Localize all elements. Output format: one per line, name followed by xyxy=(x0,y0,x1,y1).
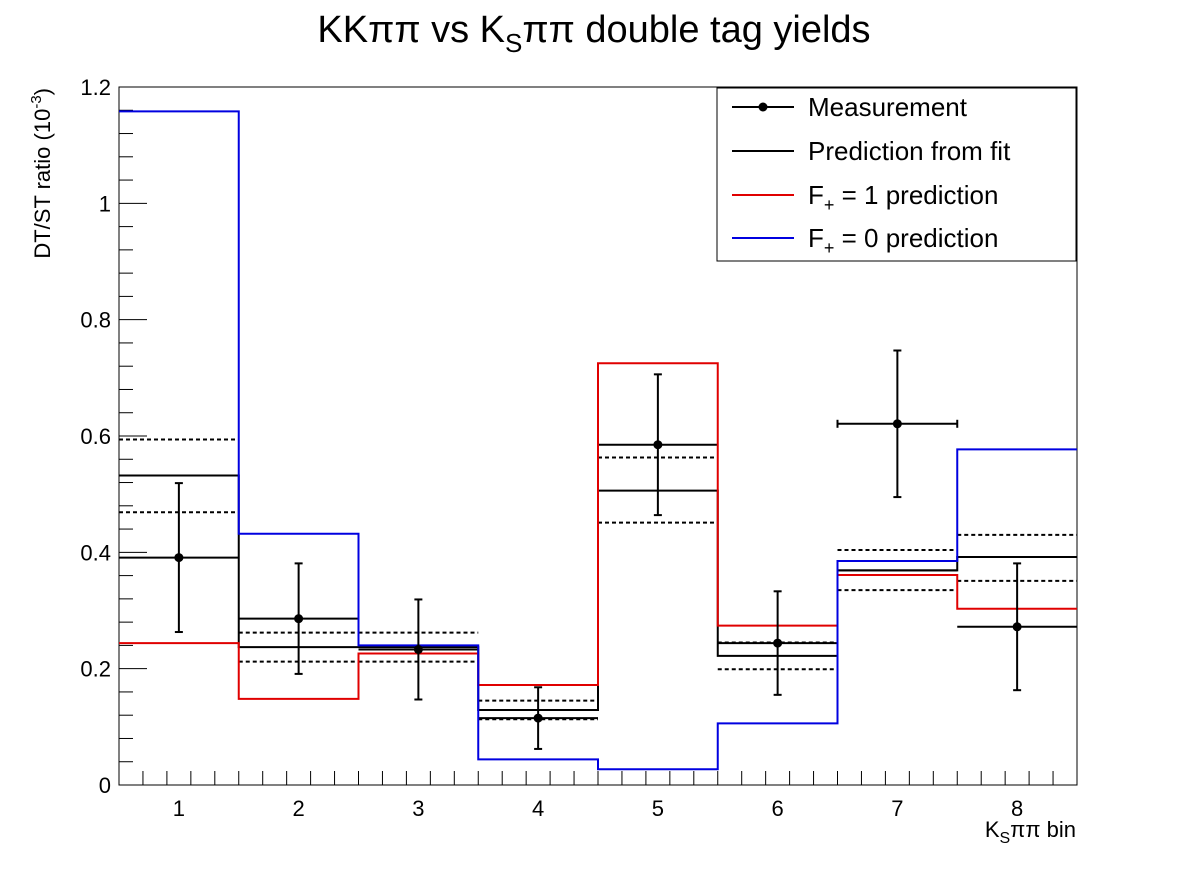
step-line xyxy=(119,362,1077,700)
legend-label: Measurement xyxy=(808,92,968,122)
chart-title-sub: S xyxy=(505,28,522,58)
x-tick-label: 1 xyxy=(173,796,185,821)
x-axis-label-sub: S xyxy=(1000,830,1011,847)
chart-title-post: ππ double tag yields xyxy=(522,9,870,51)
x-axis-label: KSππ bin xyxy=(985,817,1076,847)
x-tick-label: 2 xyxy=(293,796,305,821)
x-tick-label: 5 xyxy=(652,796,664,821)
y-axis-label-sup: -3 xyxy=(28,95,45,108)
x-tick-label: 8 xyxy=(1011,796,1023,821)
data-point xyxy=(174,553,184,563)
y-tick-label: 0.2 xyxy=(80,657,111,682)
legend-label: F+ = 1 prediction xyxy=(808,180,998,215)
data-point xyxy=(653,440,663,450)
data-point xyxy=(533,713,543,723)
y-tick-label: 0.6 xyxy=(80,424,111,449)
x-tick-label: 7 xyxy=(891,796,903,821)
y-axis-label-pre: DT/ST ratio (10 xyxy=(30,109,55,259)
x-tick-label: 3 xyxy=(412,796,424,821)
data-point xyxy=(294,614,304,624)
axes-layer: 0 0.2 0.4 0.6 0.8 1 1.2 1 2 3 4 5 6 7 8 xyxy=(80,75,1078,821)
x-tick-label: 4 xyxy=(532,796,544,821)
x-tick-label: 6 xyxy=(772,796,784,821)
y-tick-label: 0.4 xyxy=(80,540,111,565)
legend: Measurement Prediction from fit F+ = 1 pre… xyxy=(716,87,1077,262)
y-axis-label: DT/ST ratio (10-3) xyxy=(28,88,55,259)
y-axis-label-post: ) xyxy=(30,88,55,95)
data-point xyxy=(1012,622,1022,632)
data-point xyxy=(413,644,423,654)
legend-box xyxy=(716,87,1077,262)
x-axis-label-pre: K xyxy=(985,817,1000,842)
points-layer xyxy=(174,349,1022,750)
chart-title-pre: KKππ vs K xyxy=(317,9,505,51)
y-tick-label: 0 xyxy=(99,773,111,798)
legend-swatch-marker xyxy=(758,102,768,112)
data-point xyxy=(773,638,783,648)
step-line xyxy=(119,110,1077,771)
legend-label: Prediction from fit xyxy=(808,136,1011,166)
x-axis-label-post: ππ bin xyxy=(1010,817,1076,842)
y-tick-label: 0.8 xyxy=(80,308,111,333)
chart-title: KKππ vs KSππ double tag yields xyxy=(317,9,870,58)
y-tick-label: 1 xyxy=(99,191,111,216)
legend-label: F+ = 0 prediction xyxy=(808,223,998,258)
y-tick-label: 1.2 xyxy=(80,75,111,100)
data-point xyxy=(892,419,902,429)
